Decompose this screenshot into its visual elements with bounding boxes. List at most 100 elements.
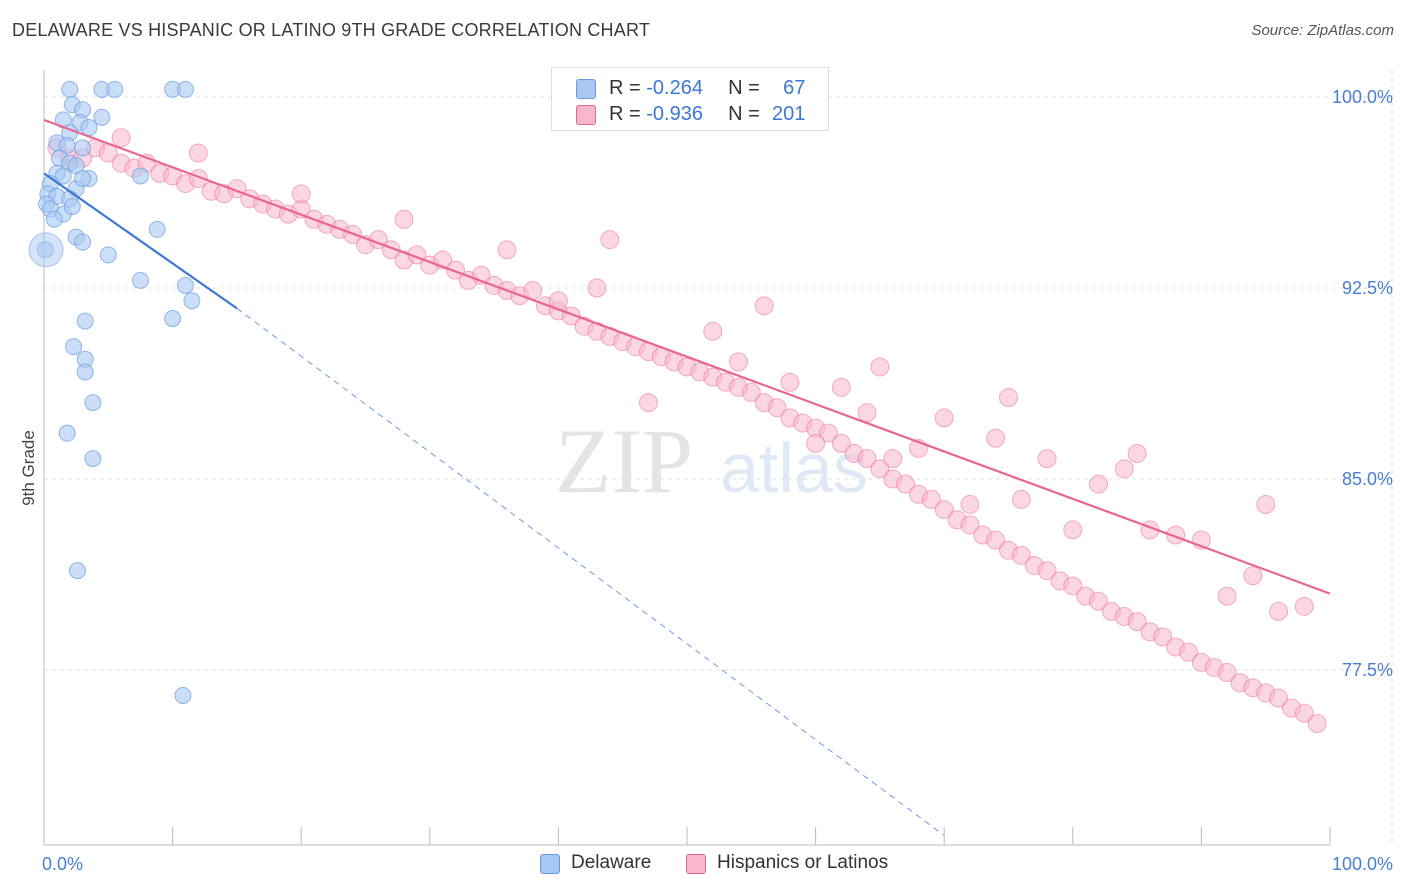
delaware-point: [63, 198, 81, 216]
delaware-point: [54, 167, 72, 185]
hispanics-point: [1294, 596, 1314, 616]
hispanics-point: [1063, 520, 1083, 540]
hispanics-point: [741, 382, 761, 402]
hispanics-point: [600, 230, 620, 250]
hispanics-point: [934, 408, 954, 428]
hispanics-point: [394, 209, 414, 229]
delaware-point: [183, 292, 201, 310]
legend-n-label: N =: [728, 103, 766, 125]
hispanics-point: [767, 398, 787, 418]
hispanics-point: [728, 352, 748, 372]
hispanics-point: [960, 494, 980, 514]
delaware-point: [84, 394, 102, 412]
axes: [43, 70, 1331, 846]
legend-r-label: R =: [609, 77, 647, 99]
hispanics-point: [754, 296, 774, 316]
delaware-point: [93, 108, 111, 126]
hispanics-point: [1127, 444, 1147, 464]
hispanics-point: [1179, 642, 1199, 662]
hispanics-point: [1256, 494, 1276, 514]
hispanics-point: [291, 184, 311, 204]
hispanics-point: [1089, 591, 1109, 611]
hispanics-point: [1269, 601, 1289, 621]
hispanics-point: [1011, 545, 1031, 565]
hispanics-point: [986, 428, 1006, 448]
delaware-trendline-extension: [236, 307, 945, 836]
delaware-point: [106, 80, 124, 98]
delaware-point: [131, 271, 149, 289]
hispanics-point: [1011, 489, 1031, 509]
hispanics-point: [857, 449, 877, 469]
hispanics-point: [1037, 561, 1057, 581]
hispanics-point: [703, 321, 723, 341]
hispanics-point: [780, 372, 800, 392]
y-tick-label: 92.5%: [1342, 278, 1393, 298]
delaware-point: [61, 80, 79, 98]
hispanics-trendline: [43, 118, 1331, 595]
series-legend-swatch-hispanics: [686, 854, 706, 874]
legend-n-value: 67: [783, 77, 806, 99]
delaware-point: [148, 220, 166, 238]
hispanics-point: [831, 377, 851, 397]
delaware-point: [28, 232, 64, 268]
hispanics-point: [1269, 688, 1289, 708]
correlation-legend: R = -0.264 N = 67 R = -0.936 N = 201: [551, 67, 829, 131]
y-axis-title: 9th Grade: [19, 430, 38, 506]
delaware-trendline: [43, 172, 238, 310]
hispanics-point: [870, 357, 890, 377]
legend-r-value: -0.936: [646, 103, 703, 125]
hispanics-point: [818, 423, 838, 443]
delaware-point: [80, 119, 98, 137]
hispanics-point: [1063, 576, 1083, 596]
delaware-point: [174, 686, 192, 704]
delaware-point: [176, 80, 194, 98]
hispanics-point: [587, 278, 607, 298]
x-tick-label: 0.0%: [42, 854, 83, 874]
hispanics-point: [1114, 459, 1134, 479]
source-label: Source: ZipAtlas.com: [1251, 22, 1394, 39]
delaware-point: [84, 450, 102, 468]
chart-title: DELAWARE VS HISPANIC OR LATINO 9TH GRADE…: [12, 20, 651, 40]
y-tick-label: 77.5%: [1342, 660, 1393, 680]
hispanics-point: [1037, 449, 1057, 469]
hispanics-point: [1217, 663, 1237, 683]
legend-swatch-hispanics: [576, 105, 596, 125]
x-tick-label: 100.0%: [1332, 854, 1393, 874]
delaware-point: [76, 363, 94, 381]
hispanics-point: [638, 393, 658, 413]
y-tick-label: 100.0%: [1332, 87, 1393, 107]
series-legend-swatch-delaware: [540, 854, 560, 874]
hispanics-point: [934, 500, 954, 520]
delaware-point: [45, 210, 63, 228]
gridlines: [44, 70, 1393, 845]
delaware-point: [131, 167, 149, 185]
hispanics-point: [857, 403, 877, 423]
delaware-point: [58, 424, 76, 442]
series-delaware: [28, 80, 201, 704]
hispanics-point: [806, 433, 826, 453]
delaware-point: [65, 338, 83, 356]
series-legend-label-delaware: Delaware: [571, 852, 652, 873]
tick-labels: 100.0% 92.5% 85.0% 77.5% 0.0% 100.0%: [42, 87, 1393, 874]
hispanics-point: [188, 143, 208, 163]
hispanics-point: [1127, 612, 1147, 632]
hispanics-point: [896, 474, 916, 494]
hispanics-point: [831, 433, 851, 453]
hispanics-point: [1294, 703, 1314, 723]
hispanics-point: [999, 388, 1018, 408]
hispanics-point: [870, 459, 890, 479]
delaware-point: [68, 562, 86, 580]
delaware-point: [99, 246, 117, 264]
hispanics-point: [986, 530, 1006, 550]
hispanics-point: [1153, 627, 1173, 647]
hispanics-point: [921, 489, 941, 509]
delaware-point: [76, 312, 94, 330]
hispanics-point: [111, 128, 131, 148]
hispanics-point: [1307, 713, 1327, 733]
watermark-zip: ZIP: [555, 410, 693, 512]
hispanics-point: [497, 240, 517, 260]
hispanics-point: [960, 515, 980, 535]
legend-swatch-delaware: [576, 79, 596, 99]
y-tick-label: 85.0%: [1342, 469, 1393, 489]
